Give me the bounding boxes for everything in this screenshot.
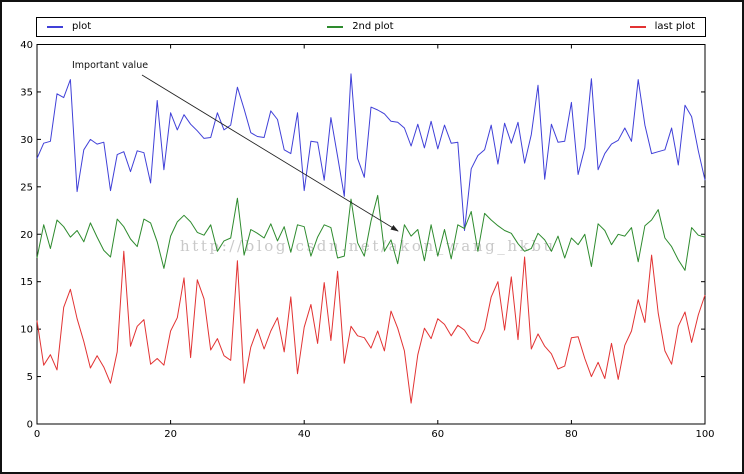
series-line-2nd-plot [36,194,706,271]
y-tick-label: 5 [27,372,33,383]
legend-entry-plot: plot [47,22,91,32]
x-tick-label: 100 [695,429,714,440]
legend-line-sample-blue [47,26,63,28]
axes-frame [36,44,706,425]
y-tick-label: 10 [20,325,33,336]
legend-line-sample-red [629,26,646,28]
legend-label-last-plot: last plot [654,21,695,32]
x-tick-label: 40 [298,429,311,440]
y-tick-label: 35 [20,87,33,98]
legend-box: plot 2nd plot last plot [36,17,706,37]
annotation-text: Important value [72,60,148,71]
x-tick-label: 20 [164,429,177,440]
y-tick-label: 15 [20,277,33,288]
x-tick-label: 80 [565,429,578,440]
y-tick-label: 25 [20,182,33,193]
x-tick-label: 60 [431,429,444,440]
y-tick-label: 30 [20,135,33,146]
y-tick-label: 20 [20,230,33,241]
annotation-arrow [141,74,399,232]
series-line-last-plot [36,250,706,404]
legend-entry-2nd-plot: 2nd plot [327,21,394,32]
legend-label-2nd-plot: 2nd plot [352,21,394,32]
legend-label-plot: plot [72,21,92,32]
y-tick-label: 40 [20,40,33,51]
legend-entry-last-plot: last plot [629,21,695,32]
series-line-plot [36,73,706,231]
legend-line-sample-green [327,26,344,28]
y-tick-label: 0 [27,420,33,431]
x-tick-label: 0 [34,429,40,440]
